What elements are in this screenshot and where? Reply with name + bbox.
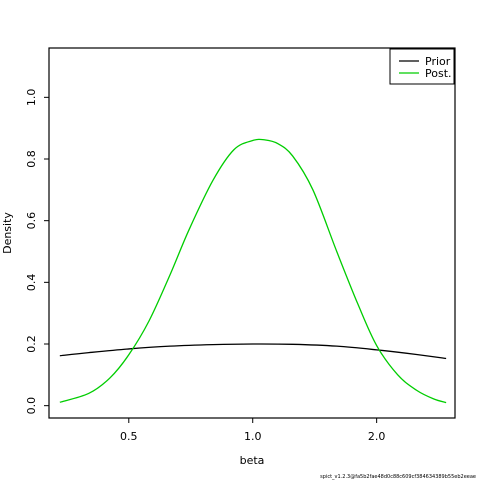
plot-frame xyxy=(48,47,456,419)
legend-label: Prior xyxy=(425,55,451,68)
y-tick-label: 1.0 xyxy=(25,89,38,107)
y-axis: 0.0 0.2 0.4 0.6 0.8 1.0 xyxy=(25,89,49,415)
series-line-post xyxy=(59,138,447,404)
y-tick-label: 0.8 xyxy=(25,150,38,168)
x-tick-label: 2.0 xyxy=(368,430,386,443)
footer-text: spict_v1.2.3@fa5b2fae48d0c88c609cf384634… xyxy=(320,474,476,480)
series-line-prior xyxy=(59,343,447,360)
y-tick-label: 0.0 xyxy=(25,397,38,415)
y-tick-label: 0.2 xyxy=(25,335,38,353)
legend-label: Post. xyxy=(425,67,452,80)
x-axis-title: beta xyxy=(240,454,265,467)
x-axis: 0.5 1.0 2.0 xyxy=(120,418,385,443)
y-axis-title: Density xyxy=(1,212,14,254)
y-tick-label: 0.4 xyxy=(25,274,38,292)
series-layer xyxy=(59,138,447,404)
y-tick-label: 0.6 xyxy=(25,212,38,230)
x-tick-label: 0.5 xyxy=(120,430,138,443)
legend-box xyxy=(389,48,455,85)
x-tick-label: 1.0 xyxy=(244,430,262,443)
